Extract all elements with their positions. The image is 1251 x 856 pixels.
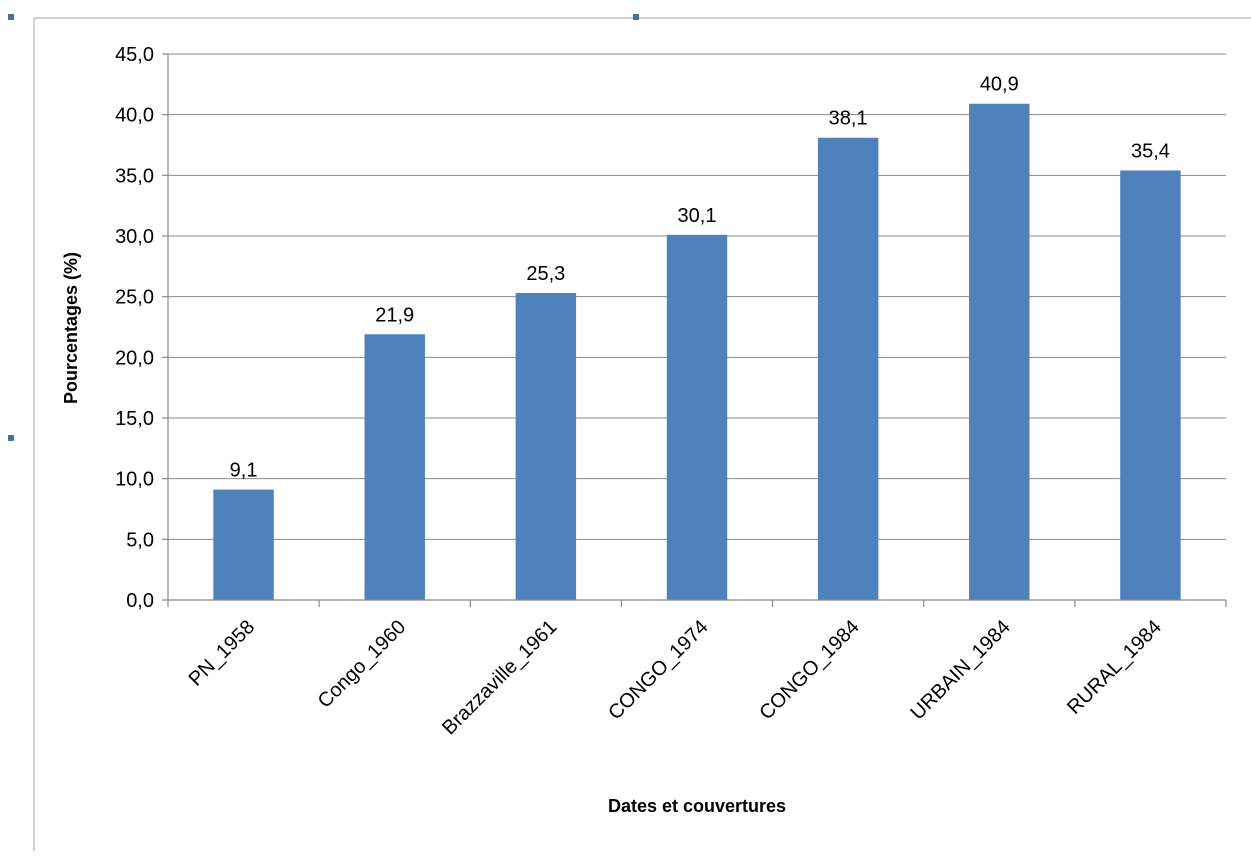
y-tick-label: 15,0 xyxy=(115,408,154,430)
resize-handle-top-center[interactable] xyxy=(633,14,639,20)
y-tick-label: 25,0 xyxy=(115,287,154,309)
data-label: 35,4 xyxy=(1131,140,1170,162)
y-tick-label: 20,0 xyxy=(115,347,154,369)
x-axis-title: Dates et couvertures xyxy=(608,796,786,816)
data-label: 30,1 xyxy=(678,205,717,227)
y-tick-label: 5,0 xyxy=(126,529,154,551)
resize-handle-middle-left[interactable] xyxy=(8,435,14,441)
y-tick-label: 10,0 xyxy=(115,469,154,491)
x-tick-label: URBAIN_1984 xyxy=(907,616,1015,724)
y-tick-label: 0,0 xyxy=(126,590,154,612)
y-tick-label: 35,0 xyxy=(115,165,154,187)
bar[interactable] xyxy=(213,489,274,600)
bar[interactable] xyxy=(817,137,879,600)
data-label: 40,9 xyxy=(980,74,1019,96)
y-tick-label: 30,0 xyxy=(115,226,154,248)
bar[interactable] xyxy=(515,293,577,600)
y-axis-title: Pourcentages (%) xyxy=(61,252,81,404)
x-tick-label: RURAL_1984 xyxy=(1063,616,1166,719)
x-tick-label: PN_1958 xyxy=(185,616,260,691)
bar[interactable] xyxy=(969,103,1030,600)
x-tick-label: Congo_1960 xyxy=(314,616,411,713)
data-label: 25,3 xyxy=(526,263,565,285)
data-label: 38,1 xyxy=(829,108,868,130)
x-tick-label: CONGO_1984 xyxy=(755,616,863,724)
resize-handle-top-left[interactable] xyxy=(8,14,14,20)
y-tick-label: 45,0 xyxy=(115,44,154,66)
bar[interactable] xyxy=(1120,170,1181,601)
bar[interactable] xyxy=(666,234,728,600)
bar[interactable] xyxy=(364,334,425,600)
bars xyxy=(213,103,1181,601)
x-tick-label: CONGO_1974 xyxy=(604,616,712,724)
data-label: 9,1 xyxy=(230,460,258,482)
y-tick-label: 40,0 xyxy=(115,105,154,127)
data-label: 21,9 xyxy=(375,304,414,326)
axes xyxy=(162,53,1227,607)
x-tick-label: Brazzaville_1961 xyxy=(438,616,561,739)
